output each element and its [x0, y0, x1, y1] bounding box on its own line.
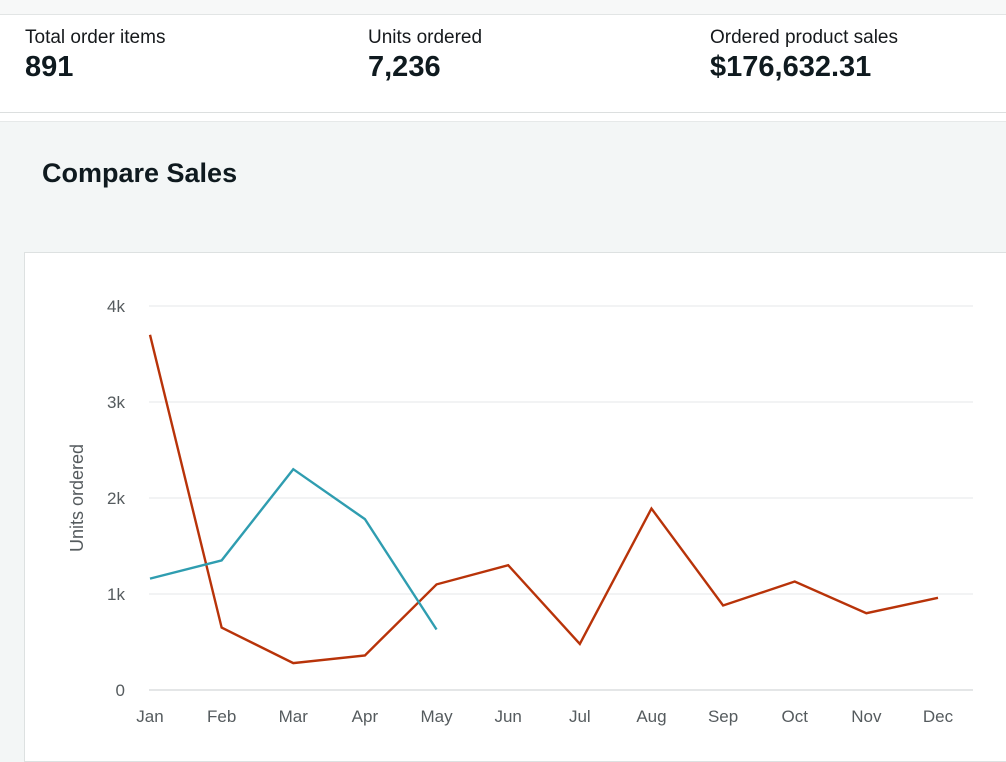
x-tick-label: May: [420, 707, 453, 726]
x-tick-label: Feb: [207, 707, 236, 726]
y-tick-label: 2k: [107, 489, 125, 508]
x-tick-label: Apr: [352, 707, 379, 726]
metric-label: Ordered product sales: [710, 27, 898, 48]
y-axis-label: Units ordered: [67, 444, 87, 552]
x-tick-label: Oct: [782, 707, 809, 726]
series-line-2: [149, 467, 438, 631]
y-tick-label: 3k: [107, 393, 125, 412]
x-tick-label: Jun: [494, 707, 521, 726]
metric-ordered-product-sales: Ordered product sales $176,632.31: [710, 27, 898, 84]
x-tick-label: Jul: [569, 707, 591, 726]
metric-label: Total order items: [25, 27, 166, 48]
x-tick-label: Mar: [279, 707, 309, 726]
x-tick-label: Jan: [136, 707, 163, 726]
x-tick-label: Sep: [708, 707, 738, 726]
metric-value: 7,236: [368, 50, 441, 83]
x-tick-label: Aug: [636, 707, 666, 726]
metrics-bar: Total order items 891 Units ordered 7,23…: [0, 15, 1006, 113]
chart-card: 0 1k 2k 3k 4k Jan Feb Mar Apr May Jun Jul Aug Sep Oct N…: [24, 252, 1006, 762]
y-tick-label: 1k: [107, 585, 125, 604]
metric-units-ordered: Units ordered 7,236: [368, 27, 482, 84]
series-line-1: [148, 334, 939, 665]
top-strip: [0, 0, 1006, 15]
metric-label: Units ordered: [368, 27, 483, 48]
x-tick-label: Nov: [851, 707, 882, 726]
metric-value: 891: [25, 50, 74, 83]
metric-value: $176,632.31: [710, 50, 872, 83]
section-title: Compare Sales: [42, 158, 238, 188]
x-tick-label: Dec: [923, 707, 954, 726]
divider: [0, 113, 1006, 122]
metric-total-order-items: Total order items 891: [25, 27, 165, 84]
y-tick-label: 0: [116, 681, 125, 700]
y-tick-label: 4k: [107, 297, 125, 316]
